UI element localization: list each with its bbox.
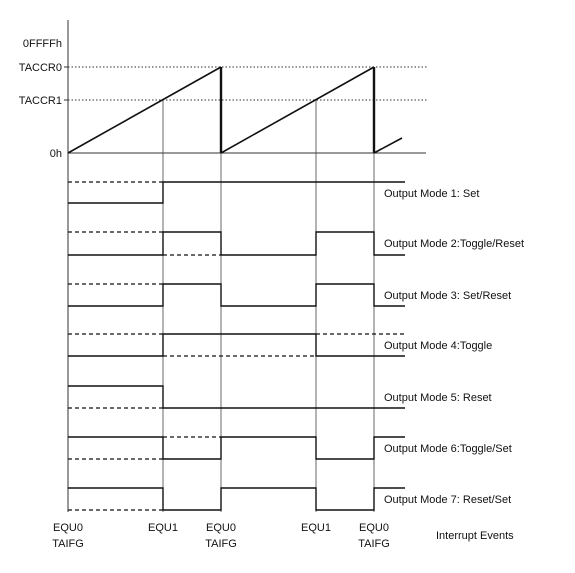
mode-2-label: Output Mode 2:Toggle/Reset bbox=[384, 238, 524, 250]
mode-3-waveform bbox=[68, 284, 405, 306]
interrupt-events-label: Interrupt Events bbox=[436, 530, 514, 542]
mode-1-label: Output Mode 1: Set bbox=[384, 188, 479, 200]
event-equ1-2: EQU1 bbox=[301, 522, 331, 534]
event-taifg-1: TAIFG bbox=[52, 538, 84, 550]
mode-3-label: Output Mode 3: Set/Reset bbox=[384, 290, 511, 302]
event-equ0-1: EQU0 bbox=[53, 522, 83, 534]
mode-1-waveform bbox=[68, 182, 405, 203]
counter-sawtooth bbox=[68, 67, 402, 153]
mode-5-label: Output Mode 5: Reset bbox=[384, 392, 492, 404]
mode-2-waveform bbox=[68, 232, 405, 255]
mode-4-waveform bbox=[68, 334, 405, 356]
label-taccr0: TACCR0 bbox=[19, 62, 62, 74]
label-0h: 0h bbox=[50, 148, 62, 160]
event-taifg-3: TAIFG bbox=[358, 538, 390, 550]
mode-6-waveform bbox=[68, 437, 405, 459]
label-0ffffh: 0FFFFh bbox=[23, 38, 62, 50]
event-equ0-3: EQU0 bbox=[359, 522, 389, 534]
label-taccr1: TACCR1 bbox=[19, 95, 62, 107]
event-equ1-1: EQU1 bbox=[148, 522, 178, 534]
event-equ0-2: EQU0 bbox=[206, 522, 236, 534]
mode-5-waveform bbox=[68, 386, 405, 408]
mode-6-label: Output Mode 6:Toggle/Set bbox=[384, 443, 512, 455]
mode-4-label: Output Mode 4:Toggle bbox=[384, 340, 492, 352]
mode-7-label: Output Mode 7: Reset/Set bbox=[384, 494, 511, 506]
mode-7-waveform bbox=[68, 488, 405, 510]
event-taifg-2: TAIFG bbox=[205, 538, 237, 550]
